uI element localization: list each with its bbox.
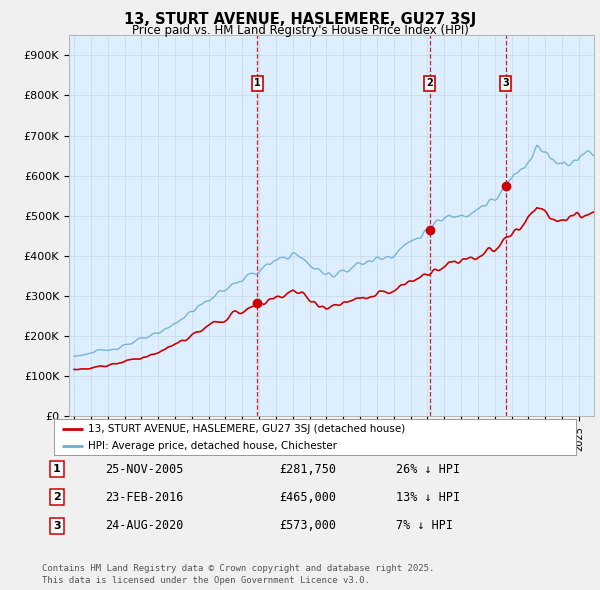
Text: 3: 3 <box>502 78 509 88</box>
Text: 1: 1 <box>53 464 61 474</box>
Text: £465,000: £465,000 <box>279 491 336 504</box>
Text: 1: 1 <box>254 78 261 88</box>
Text: 7% ↓ HPI: 7% ↓ HPI <box>396 519 453 532</box>
Text: 13, STURT AVENUE, HASLEMERE, GU27 3SJ (detached house): 13, STURT AVENUE, HASLEMERE, GU27 3SJ (d… <box>88 424 405 434</box>
Text: £281,750: £281,750 <box>279 463 336 476</box>
Text: 3: 3 <box>53 521 61 530</box>
Text: 2: 2 <box>427 78 433 88</box>
Text: Contains HM Land Registry data © Crown copyright and database right 2025.
This d: Contains HM Land Registry data © Crown c… <box>42 565 434 585</box>
Text: 2: 2 <box>53 493 61 502</box>
Text: HPI: Average price, detached house, Chichester: HPI: Average price, detached house, Chic… <box>88 441 337 451</box>
Text: Price paid vs. HM Land Registry's House Price Index (HPI): Price paid vs. HM Land Registry's House … <box>131 24 469 37</box>
Text: 24-AUG-2020: 24-AUG-2020 <box>105 519 184 532</box>
Text: 23-FEB-2016: 23-FEB-2016 <box>105 491 184 504</box>
Text: 26% ↓ HPI: 26% ↓ HPI <box>396 463 460 476</box>
Text: 25-NOV-2005: 25-NOV-2005 <box>105 463 184 476</box>
Text: £573,000: £573,000 <box>279 519 336 532</box>
Text: 13% ↓ HPI: 13% ↓ HPI <box>396 491 460 504</box>
Text: 13, STURT AVENUE, HASLEMERE, GU27 3SJ: 13, STURT AVENUE, HASLEMERE, GU27 3SJ <box>124 12 476 27</box>
